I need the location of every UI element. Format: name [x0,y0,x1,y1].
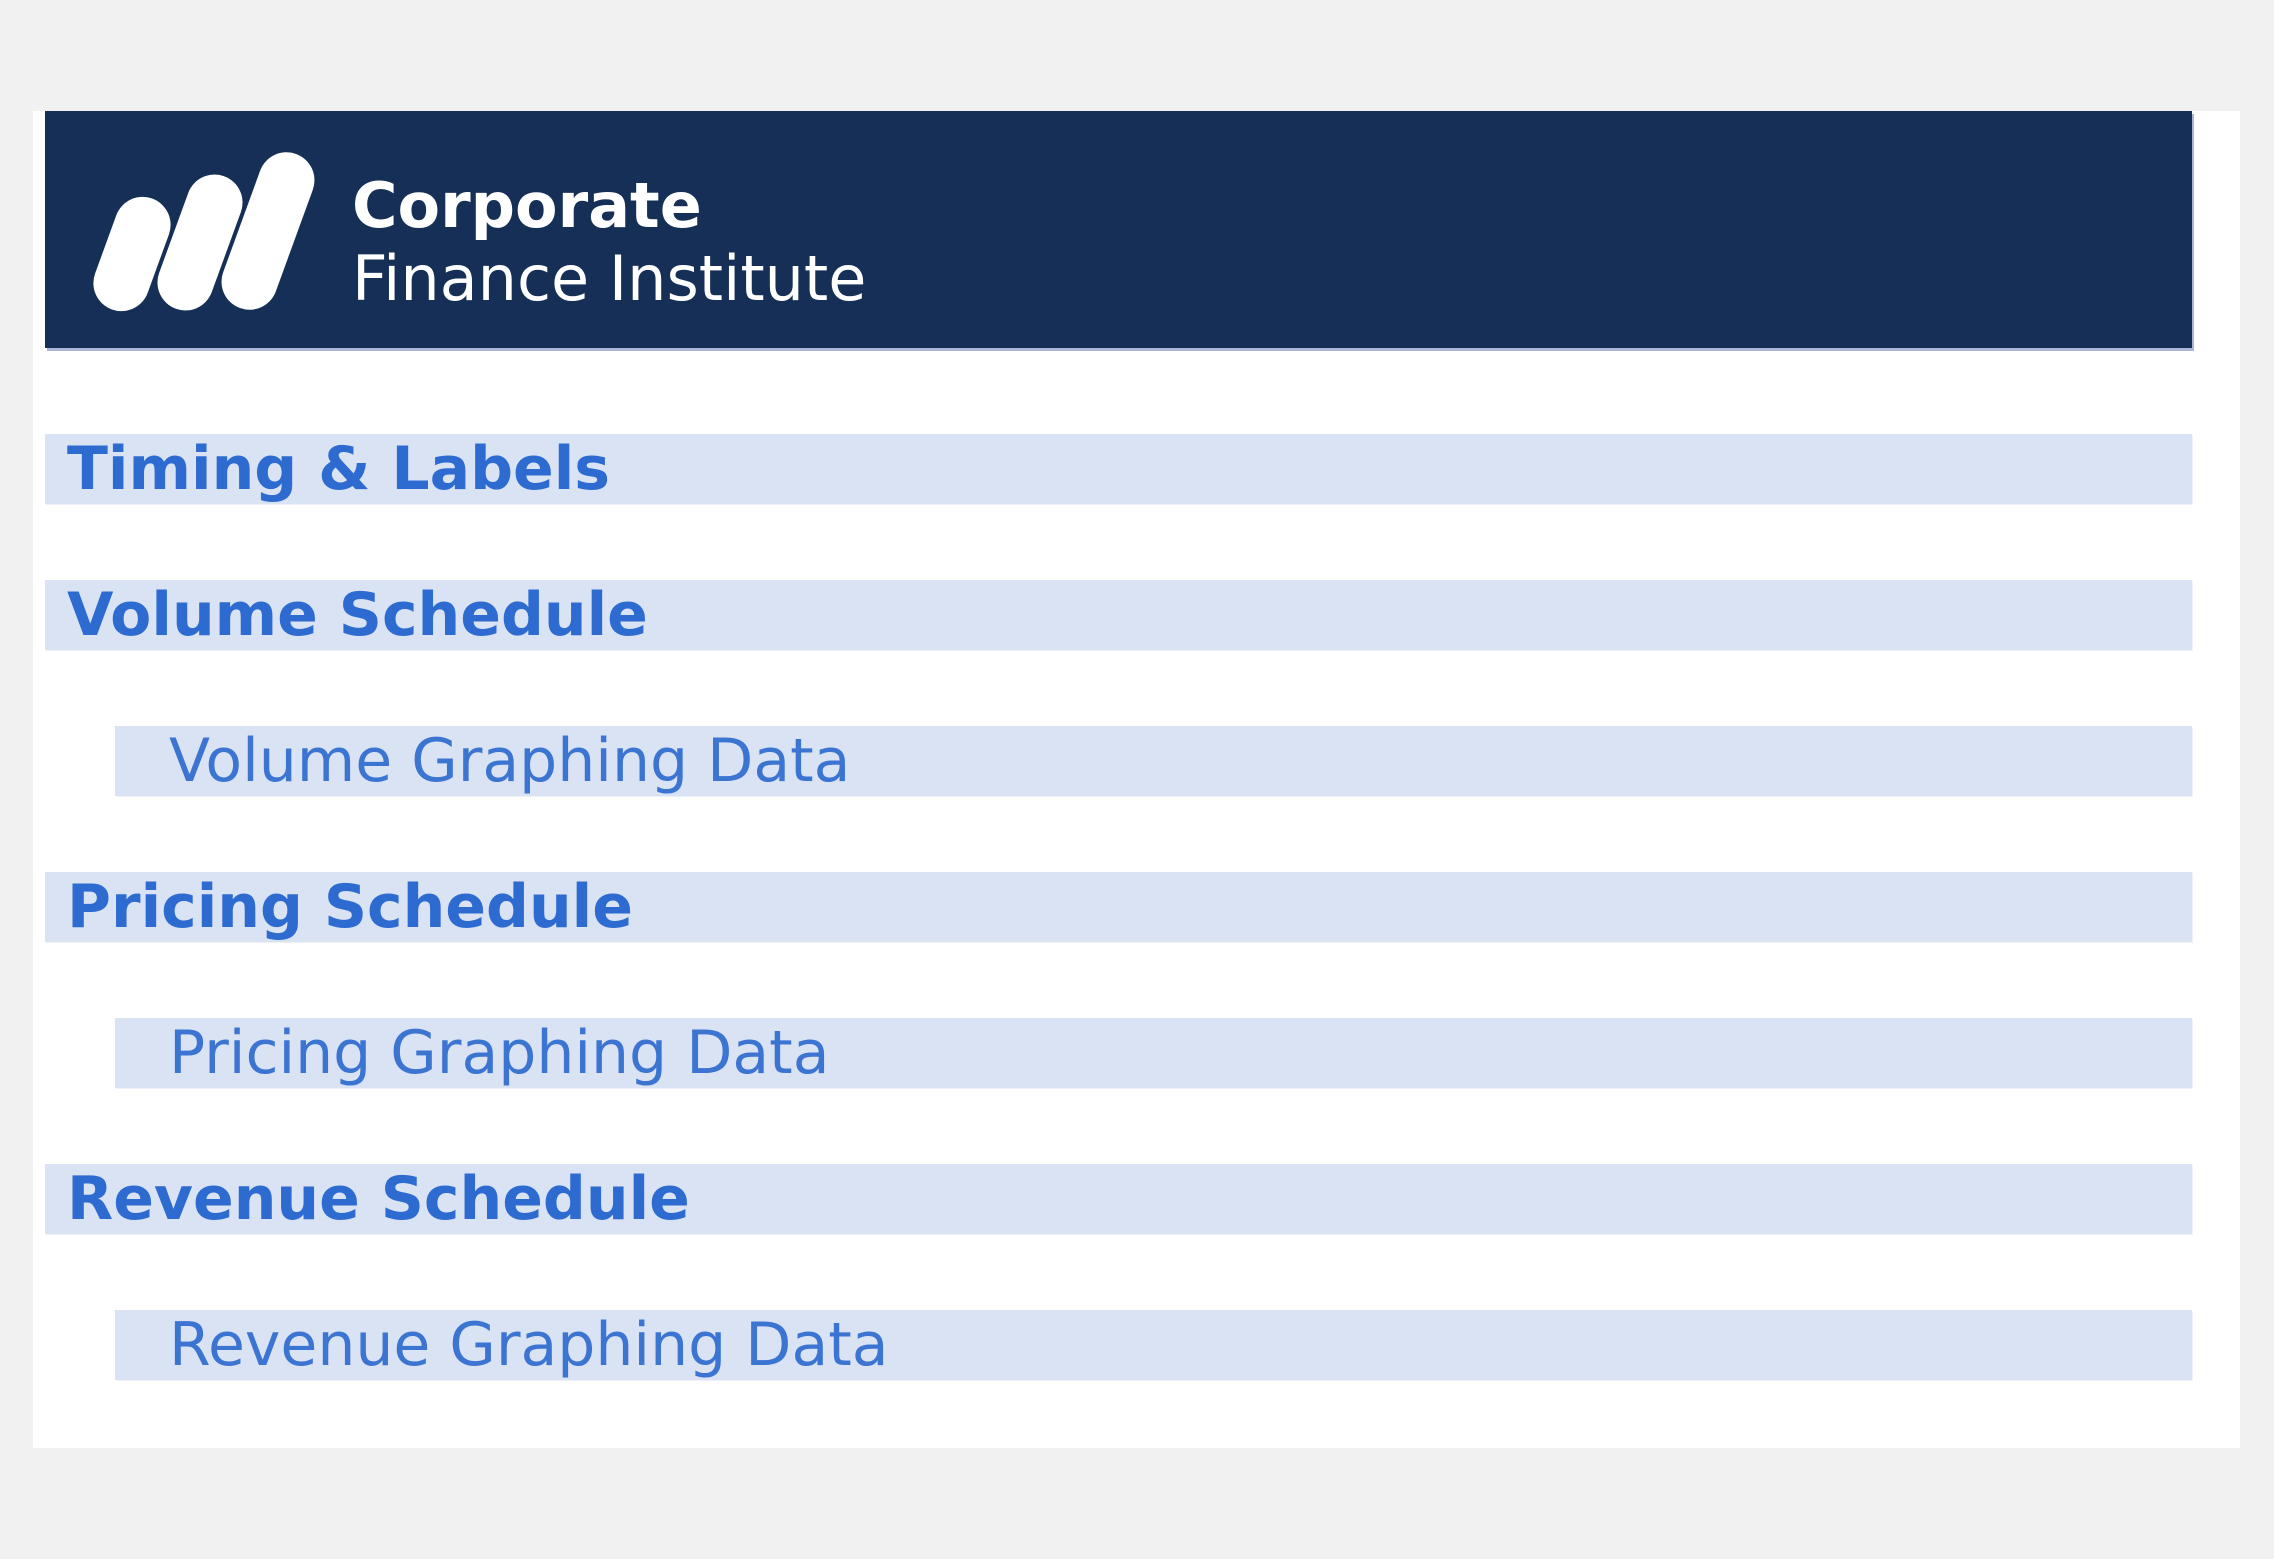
nav-item-label: Revenue Schedule [67,1164,690,1234]
nav-item-pricing-schedule[interactable]: Pricing Schedule [45,872,2192,942]
worksheet-page: Corporate Finance Institute Timing & Lab… [33,111,2240,1448]
brand-line-corporate: Corporate [352,169,702,242]
nav-item-revenue-schedule[interactable]: Revenue Schedule [45,1164,2192,1234]
nav-item-label: Volume Graphing Data [169,726,851,796]
brand-wordmark: Corporate Finance Institute [352,169,866,315]
brand-header: Corporate Finance Institute [45,111,2192,348]
nav-item-label: Volume Schedule [67,580,648,650]
nav-item-volume-schedule[interactable]: Volume Schedule [45,580,2192,650]
nav-item-volume-graphing-data[interactable]: Volume Graphing Data [115,726,2192,796]
nav-item-label: Revenue Graphing Data [169,1310,889,1380]
nav-item-revenue-graphing-data[interactable]: Revenue Graphing Data [115,1310,2192,1380]
nav-item-label: Timing & Labels [67,434,610,504]
nav-item-label: Pricing Graphing Data [169,1018,830,1088]
section-index: Timing & Labels Volume Schedule Volume Gra… [33,111,2240,1448]
nav-item-pricing-graphing-data[interactable]: Pricing Graphing Data [115,1018,2192,1088]
brand-line-finance-institute: Finance Institute [352,242,867,315]
nav-item-timing-labels[interactable]: Timing & Labels [45,434,2192,504]
nav-item-label: Pricing Schedule [67,872,633,942]
